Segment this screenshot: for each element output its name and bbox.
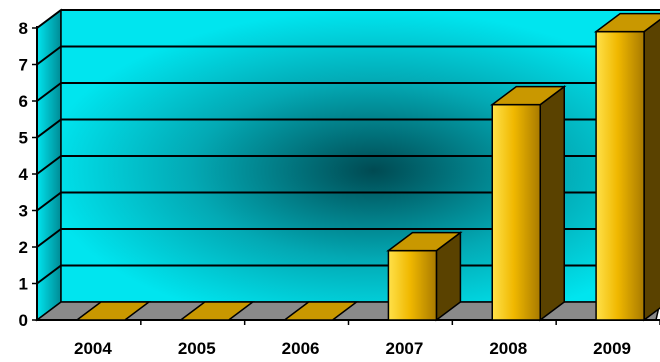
x-tick-label: 2004 [74,339,112,357]
gridline-side [36,155,62,175]
y-tick-label: 7 [19,56,28,75]
x-tick-label: 2005 [178,339,216,357]
x-tick-label: 2008 [489,339,527,357]
y-tick-label: 1 [19,275,28,294]
y-tick-label: 0 [19,311,28,330]
gridline-side [36,228,62,248]
axes [32,26,660,325]
y-tick-label: 2 [19,238,28,257]
bars [74,12,660,322]
y-tick-labels: 0 1 2 3 4 5 6 7 8 [19,19,29,330]
bar-2009 [595,30,645,321]
x-tick-label: 2006 [282,339,320,357]
bar-top-2008 [490,85,567,106]
bar-top-2006 [282,301,359,321]
y-tick-label: 4 [19,165,29,184]
bar-side-2009 [643,18,660,322]
bar-top-2009 [593,12,660,33]
y-tick-label: 8 [19,19,28,38]
gridline-side [36,82,62,102]
gridline-side [36,264,62,285]
x-tick-label: 2007 [386,339,424,357]
x-tick-label: 2009 [593,339,631,357]
gridline-side [36,118,62,139]
bar-top-2005 [178,301,255,321]
y-tick-label: 3 [19,202,28,221]
gridline-side [36,191,62,212]
bar-top-2007 [386,231,463,252]
bar-2008 [491,103,541,321]
bar-side-2008 [539,85,565,322]
bar-top-2004 [74,301,152,321]
bar-2007 [387,249,438,321]
gridline-side [36,45,62,66]
x-tick-labels: 2004 2005 2006 2007 2008 2009 [74,339,631,358]
plot-walls [36,8,660,322]
y-tick-label: 5 [19,129,28,148]
gridline-side [36,9,62,29]
y-tick-label: 6 [19,92,28,111]
